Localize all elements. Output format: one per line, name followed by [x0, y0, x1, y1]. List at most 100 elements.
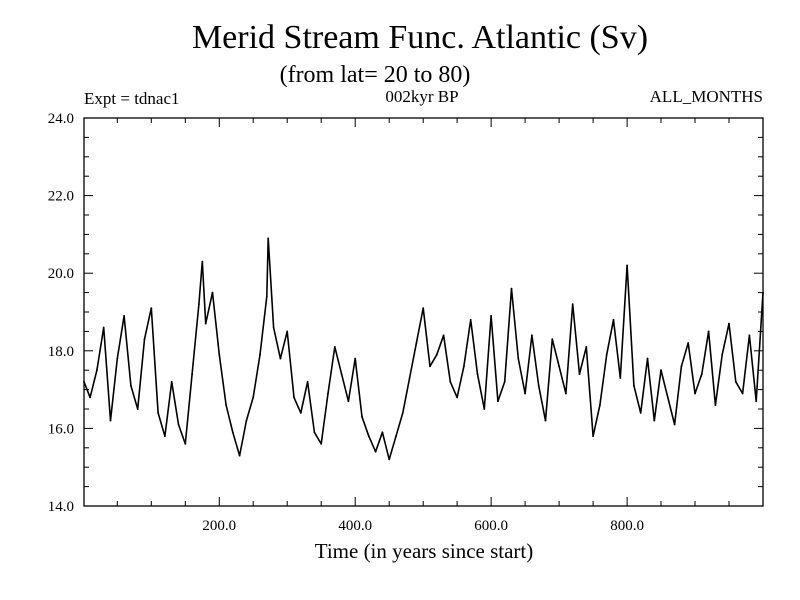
- data-point: [408, 377, 411, 379]
- y-tick-label: 14.0: [48, 499, 74, 515]
- data-point: [136, 408, 139, 410]
- data-point: [320, 443, 323, 445]
- data-point: [456, 396, 458, 399]
- data-point: [429, 365, 431, 368]
- data-point: [490, 315, 492, 317]
- data-point: [497, 400, 499, 403]
- data-point: [666, 396, 669, 399]
- data-point: [164, 435, 166, 438]
- x-tick-label: 200.0: [202, 518, 236, 534]
- data-point: [123, 315, 125, 317]
- data-point: [388, 458, 391, 461]
- data-point: [483, 408, 486, 410]
- y-tick-label: 22.0: [48, 189, 74, 205]
- plot-layer: [83, 237, 764, 461]
- data-point: [170, 380, 173, 383]
- data-point: [286, 330, 289, 333]
- data-point: [252, 396, 255, 399]
- data-point: [191, 373, 194, 375]
- data-point: [503, 380, 506, 383]
- data-point: [748, 334, 751, 337]
- data-point: [89, 396, 91, 399]
- data-point: [259, 353, 261, 356]
- data-point: [476, 373, 479, 375]
- data-point: [102, 326, 105, 329]
- data-point: [551, 338, 554, 341]
- data-point: [381, 431, 384, 434]
- data-point: [449, 380, 452, 383]
- data-point: [639, 412, 642, 414]
- data-point: [585, 346, 588, 348]
- axis-layer: 14.0 16.0 18.0 20.0 22.0 24.0 200.0 400.0 600.0 8…: [48, 111, 763, 534]
- data-point: [367, 435, 370, 438]
- data-point: [150, 307, 153, 309]
- data-point: [401, 412, 404, 414]
- y-tick-label: 16.0: [48, 421, 74, 437]
- data-point: [218, 353, 221, 356]
- data-point: [211, 291, 214, 294]
- data-point: [544, 419, 547, 422]
- data-point: [700, 373, 703, 375]
- data-point: [130, 384, 132, 387]
- data-point: [272, 326, 275, 329]
- data-point: [660, 369, 662, 372]
- data-point: [395, 435, 397, 438]
- data-point: [347, 400, 350, 403]
- data-point: [694, 392, 696, 395]
- data-point: [707, 330, 710, 333]
- data-point: [267, 237, 270, 240]
- data-point: [225, 404, 228, 406]
- chart-title: Merid Stream Func. Atlantic (Sv): [192, 19, 648, 56]
- data-point: [306, 380, 309, 383]
- data-point: [422, 307, 425, 309]
- data-point: [633, 384, 635, 387]
- data-point: [605, 353, 608, 356]
- data-point: [204, 322, 207, 325]
- data-point: [245, 419, 248, 422]
- data-point: [361, 415, 363, 418]
- data-point: [469, 318, 472, 321]
- data-point: [728, 322, 730, 325]
- x-tick-label: 800.0: [610, 518, 644, 534]
- data-point: [755, 400, 758, 403]
- data-point: [354, 357, 357, 360]
- data-point: [510, 287, 513, 290]
- data-point: [293, 396, 295, 399]
- data-point: [299, 412, 302, 414]
- data-point: [116, 357, 119, 360]
- data-point: [201, 260, 204, 263]
- data-point: [327, 392, 329, 395]
- data-point: [524, 392, 526, 395]
- data-point: [463, 365, 465, 368]
- data-point: [673, 423, 676, 426]
- data-point: [721, 353, 724, 356]
- data-point: [177, 423, 180, 426]
- x-tick-label: 600.0: [474, 518, 508, 534]
- period-label: 002kyr BP: [385, 87, 458, 106]
- data-point: [537, 384, 540, 387]
- data-point: [571, 303, 574, 306]
- data-point: [231, 431, 234, 434]
- data-point: [374, 450, 377, 453]
- months-label: ALL_MONTHS: [650, 87, 763, 106]
- data-point: [442, 334, 445, 337]
- x-axis-label: Time (in years since start): [315, 539, 534, 563]
- y-tick-label: 24.0: [48, 111, 74, 127]
- data-point: [109, 419, 112, 422]
- data-point: [734, 380, 737, 383]
- data-point: [143, 338, 146, 341]
- data-point: [680, 365, 683, 368]
- data-point: [157, 412, 160, 414]
- data-point: [653, 419, 656, 422]
- x-tick-label: 400.0: [338, 518, 372, 534]
- data-point: [599, 404, 601, 406]
- data-point: [565, 392, 567, 395]
- data-point: [198, 303, 200, 306]
- data-point: [279, 357, 282, 360]
- data-point: [531, 334, 533, 337]
- data-point: [592, 435, 594, 438]
- data-point: [415, 342, 418, 344]
- data-point: [626, 264, 628, 267]
